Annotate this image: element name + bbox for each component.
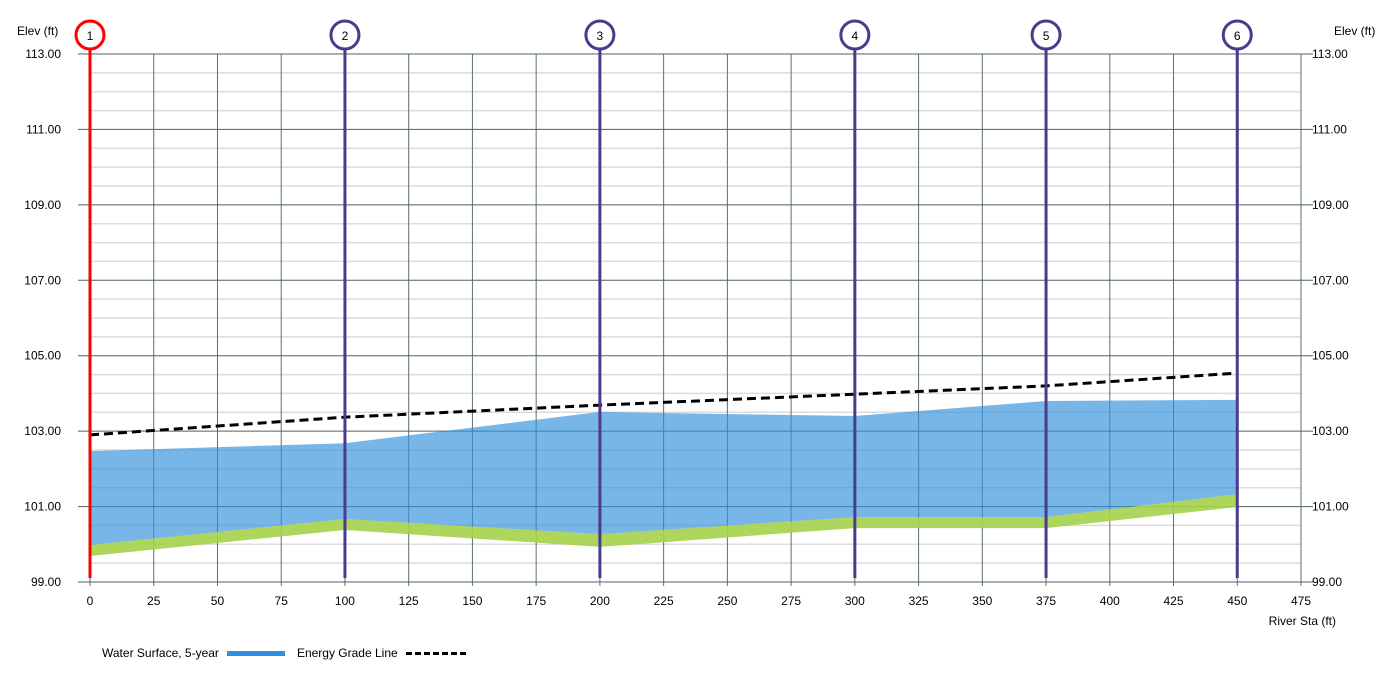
y-tick-label-right: 103.00 xyxy=(1312,424,1349,438)
y-tick-label-left: 113.00 xyxy=(25,47,61,61)
x-tick-label: 25 xyxy=(147,594,161,608)
y-tick-label-right: 105.00 xyxy=(1312,349,1349,363)
x-tick-label: 150 xyxy=(462,594,482,608)
cross-section-label: 1 xyxy=(87,29,94,43)
cross-section-marker xyxy=(1221,19,1253,51)
x-tick-label: 250 xyxy=(717,594,737,608)
y-tick-label-left: 105.00 xyxy=(24,349,61,363)
cross-section-label: 5 xyxy=(1043,29,1050,43)
x-tick-label: 200 xyxy=(590,594,610,608)
x-tick-label: 475 xyxy=(1291,594,1311,608)
y-axis-label-left: Elev (ft) xyxy=(17,24,58,38)
cross-section-label: 4 xyxy=(851,29,858,43)
x-tick-label: 125 xyxy=(399,594,419,608)
y-tick-label-right: 113.00 xyxy=(1312,47,1348,61)
x-tick-label: 400 xyxy=(1100,594,1120,608)
cross-section-label: 3 xyxy=(597,29,604,43)
x-tick-label: 425 xyxy=(1164,594,1184,608)
y-tick-label-left: 107.00 xyxy=(24,273,61,287)
x-tick-label: 375 xyxy=(1036,594,1056,608)
y-tick-label-left: 109.00 xyxy=(24,198,61,212)
y-tick-label-left: 111.00 xyxy=(26,122,61,136)
x-tick-label: 325 xyxy=(909,594,929,608)
y-axis-label-right: Elev (ft) xyxy=(1334,24,1375,38)
x-tick-label: 50 xyxy=(211,594,225,608)
legend-water-surface-label: Water Surface, 5-year xyxy=(102,646,219,660)
y-tick-label-left: 103.00 xyxy=(24,424,61,438)
y-tick-label-right: 107.00 xyxy=(1312,273,1349,287)
x-tick-label: 300 xyxy=(845,594,865,608)
y-tick-label-left: 99.00 xyxy=(31,575,61,589)
cross-section-marker xyxy=(584,19,616,51)
y-tick-label-right: 99.00 xyxy=(1312,575,1342,589)
y-tick-label-right: 109.00 xyxy=(1312,198,1349,212)
legend-egl-label: Energy Grade Line xyxy=(296,646,398,660)
water-surface-area xyxy=(90,399,1238,546)
x-tick-label: 0 xyxy=(87,594,94,608)
x-tick-label: 275 xyxy=(781,594,801,608)
x-tick-label: 350 xyxy=(972,594,992,608)
legend-egl-swatch xyxy=(405,651,466,655)
x-axis-label: River Sta (ft) xyxy=(1269,614,1336,628)
y-tick-label-left: 101.00 xyxy=(24,500,61,514)
x-tick-label: 225 xyxy=(654,594,674,608)
cross-section-marker xyxy=(1030,19,1062,51)
x-tick-label: 75 xyxy=(275,594,289,608)
legend: Water Surface, 5-year Energy Grade Line xyxy=(102,646,478,660)
cross-section-label: 6 xyxy=(1234,29,1241,43)
y-tick-label-right: 111.00 xyxy=(1312,122,1347,136)
x-tick-label: 450 xyxy=(1227,594,1247,608)
cross-section-marker xyxy=(74,19,106,51)
cross-section-marker xyxy=(329,19,361,51)
x-tick-label: 175 xyxy=(526,594,546,608)
cross-section-label: 2 xyxy=(342,29,349,43)
y-tick-label-right: 101.00 xyxy=(1312,500,1349,514)
legend-water-surface-swatch xyxy=(226,650,285,656)
x-tick-label: 100 xyxy=(335,594,355,608)
cross-section-marker xyxy=(839,19,871,51)
energy-grade-line xyxy=(89,371,1238,437)
channel-bed-area xyxy=(90,494,1238,556)
